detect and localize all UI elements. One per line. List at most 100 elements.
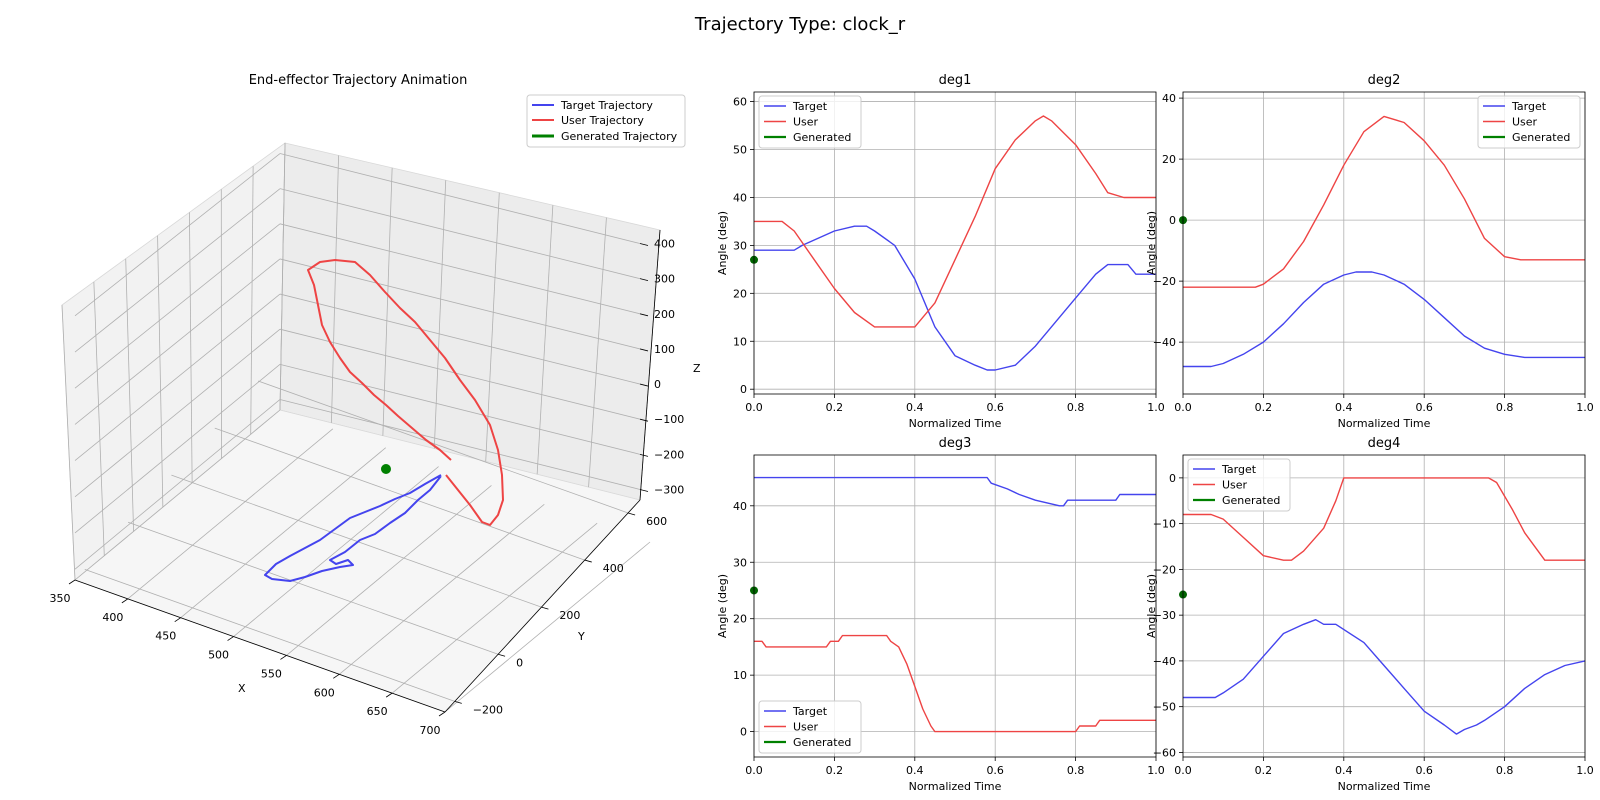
ytick-label: 40 <box>733 500 747 513</box>
series-line-target <box>754 476 1156 507</box>
ytick-mark-2 <box>541 606 549 610</box>
grid-back-v-0 <box>279 142 286 411</box>
xtick-mark-5 <box>333 673 340 679</box>
legend-label-target: Target <box>1221 463 1257 476</box>
ytick-mark-3 <box>584 559 592 563</box>
chart-deg4: deg4 0.0 0.2 0.4 0.6 0.8 1.0 0 −10 −20 −30 −40 −50 −6… <box>1145 436 1594 793</box>
legend-box <box>1477 95 1581 149</box>
legend: Target User Generated <box>1187 458 1291 512</box>
series-line-target <box>264 474 442 582</box>
generated-point-3d <box>381 464 391 474</box>
legend-box <box>1187 458 1291 512</box>
ytick-label: 10 <box>733 335 747 348</box>
z-axis-line <box>639 229 661 501</box>
xtick-label: 0.4 <box>1335 401 1353 414</box>
series-line-user <box>754 634 1156 733</box>
ztick-label-3: 0 <box>654 378 661 391</box>
axis-label-x: Normalized Time <box>909 780 1002 793</box>
legend-label-generated: Generated <box>1222 494 1280 507</box>
ztick-mark-7 <box>639 243 649 246</box>
axis-label-y: Angle (deg) <box>1145 211 1158 275</box>
axes-frame <box>1182 91 1586 395</box>
legend: Target User Generated <box>1477 95 1581 149</box>
ytick-label: 20 <box>1162 153 1176 166</box>
xtick-label-1: 400 <box>102 611 123 624</box>
xtick-label: 0.8 <box>1067 401 1085 414</box>
legend-label-user: User <box>793 721 819 734</box>
chart-title-3d: End-effector Trajectory Animation <box>249 73 468 88</box>
ztick-mark-6 <box>639 278 649 282</box>
ztick-mark-0 <box>639 489 649 492</box>
ztick-label-0: −300 <box>654 483 684 496</box>
legend-label-user: User <box>1222 479 1248 492</box>
axes-frame <box>753 91 1157 395</box>
series-line-user <box>307 259 504 526</box>
ztick-mark-2 <box>639 418 649 422</box>
xtick-label: 0.0 <box>1174 764 1192 777</box>
legend-box <box>758 95 862 149</box>
legend: Target User Generated <box>758 700 862 754</box>
xtick-mark-2 <box>174 617 181 623</box>
ytick-mark-0 <box>454 701 462 704</box>
ytick-label: 10 <box>733 669 747 682</box>
chart-title-deg2: deg2 <box>1368 73 1401 88</box>
grid-back-v-2 <box>382 167 393 436</box>
xtick-label: 0.2 <box>826 401 844 414</box>
ztick-mark-3 <box>639 383 649 387</box>
grid-left-h-5 <box>74 223 281 389</box>
legend-label-target: Target <box>792 100 828 113</box>
grid-floor-x-7 <box>444 541 651 713</box>
xtick-label: 0.6 <box>986 764 1004 777</box>
grid-back-v-3 <box>433 180 447 449</box>
xtick-label-2: 450 <box>155 630 176 643</box>
grid-floor-y-4 <box>257 380 629 514</box>
xtick-label-4: 550 <box>261 667 282 680</box>
ytick-mark-4 <box>627 512 636 516</box>
ytick-label-1: 0 <box>516 656 523 669</box>
axis-label-y: Y <box>577 630 585 643</box>
axis-label-z: Z <box>693 362 701 375</box>
xtick-label: 0.4 <box>906 401 924 414</box>
ytick-label: −40 <box>1153 336 1176 349</box>
grid-left-h-2 <box>74 328 281 498</box>
trajectory-lines <box>264 259 504 582</box>
axis-label-y: Angle (deg) <box>716 574 729 638</box>
xtick-label: 0.8 <box>1067 764 1085 777</box>
ztick-mark-5 <box>639 313 649 317</box>
legend-label-target: Target <box>792 705 828 718</box>
xtick-mark-1 <box>121 598 129 604</box>
xtick-label: 1.0 <box>1147 764 1165 777</box>
series-line-user <box>1183 477 1585 561</box>
grid-left-h-7 <box>74 153 281 317</box>
figure-title: Trajectory Type: clock_r <box>694 14 906 35</box>
ytick-label-0: −200 <box>473 703 503 716</box>
xtick-label-6: 650 <box>367 705 388 718</box>
legend-label-user: User Trajectory <box>561 114 644 127</box>
ztick-label-6: 300 <box>654 273 675 286</box>
xtick-label: 0.8 <box>1496 401 1514 414</box>
ztick-label-7: 400 <box>654 238 675 251</box>
grid-left-h-6 <box>74 188 281 353</box>
xtick-label-3: 500 <box>208 649 229 662</box>
grid-back-h-1 <box>279 363 641 455</box>
ztick-label-5: 200 <box>654 308 675 321</box>
ytick-label-4: 600 <box>646 515 667 528</box>
ytick-label: 30 <box>733 556 747 569</box>
xtick-label: 1.0 <box>1147 401 1165 414</box>
ytick-label: 0 <box>740 726 747 739</box>
xtick-mark-6 <box>385 692 393 698</box>
legend: Target User Generated <box>758 95 862 149</box>
chart-title-deg1: deg1 <box>939 73 972 88</box>
grid-3d <box>61 142 661 713</box>
axis-label-y: Angle (deg) <box>716 211 729 275</box>
grid-back-h-3 <box>279 293 641 385</box>
ytick-label: −20 <box>1153 275 1176 288</box>
legend-label-user: User <box>1512 116 1538 129</box>
xtick-label: 0.6 <box>986 401 1004 414</box>
series-line-target <box>1183 619 1586 735</box>
series-line-target <box>1183 271 1585 368</box>
xtick-label: 0.2 <box>1255 401 1273 414</box>
xtick-label-0: 350 <box>50 592 71 605</box>
ytick-mark-1 <box>497 653 506 657</box>
xtick-label: 0.0 <box>745 401 763 414</box>
